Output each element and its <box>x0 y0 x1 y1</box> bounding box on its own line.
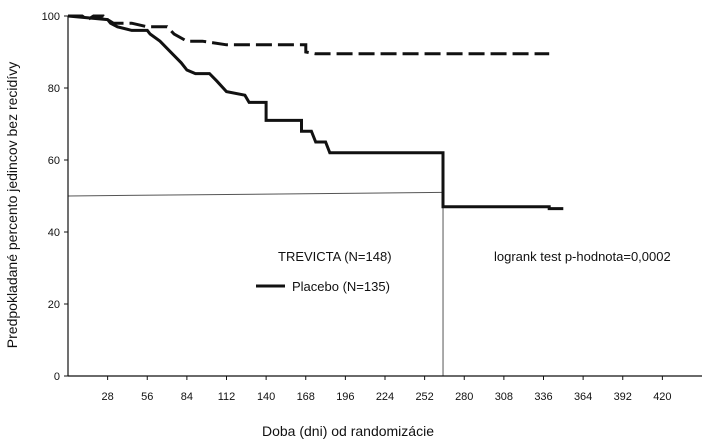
x-tick-label: 112 <box>218 391 236 403</box>
x-tick-label: 84 <box>181 391 193 403</box>
reference-line <box>67 191 444 197</box>
legend-label-placebo: Placebo (N=135) <box>292 279 390 294</box>
reference-lines <box>67 191 444 376</box>
series-line-placebo <box>67 14 564 211</box>
y-tick-label: 60 <box>48 155 60 167</box>
x-tick-label: 140 <box>257 391 275 403</box>
x-tick-label: 168 <box>297 391 315 403</box>
y-tick-label: 40 <box>48 227 60 239</box>
x-tick-label: 336 <box>534 391 552 403</box>
y-tick-label: 100 <box>42 11 60 23</box>
x-axis-ticks: 28 56 84 112 140 168 196 224 252 280 308 336 364 392 4… <box>102 376 672 403</box>
x-tick-label: 420 <box>653 391 671 403</box>
x-tick-label: 196 <box>336 391 354 403</box>
y-tick-label: 20 <box>48 299 60 311</box>
y-axis-ticks: 0 20 40 60 80 100 <box>42 11 68 383</box>
series-lines <box>67 14 564 211</box>
series-line-trevicta <box>68 14 550 56</box>
x-tick-label: 308 <box>495 391 513 403</box>
y-axis-title: Predpokladané percento jedincov bez reci… <box>4 62 20 348</box>
x-tick-label: 56 <box>141 391 153 403</box>
x-tick-label: 364 <box>574 391 592 403</box>
y-tick-label: 0 <box>54 371 60 383</box>
logrank-annotation: logrank test p-hodnota=0,0002 <box>494 249 671 264</box>
x-tick-label: 252 <box>415 391 433 403</box>
x-tick-label: 392 <box>614 391 632 403</box>
legend-label-trevicta: TREVICTA (N=148) <box>278 249 392 264</box>
x-tick-label: 280 <box>455 391 473 403</box>
x-tick-label: 224 <box>376 391 394 403</box>
x-axis-title: Doba (dni) od randomizácie <box>262 423 434 439</box>
y-tick-label: 80 <box>48 83 60 95</box>
x-tick-label: 28 <box>102 391 114 403</box>
